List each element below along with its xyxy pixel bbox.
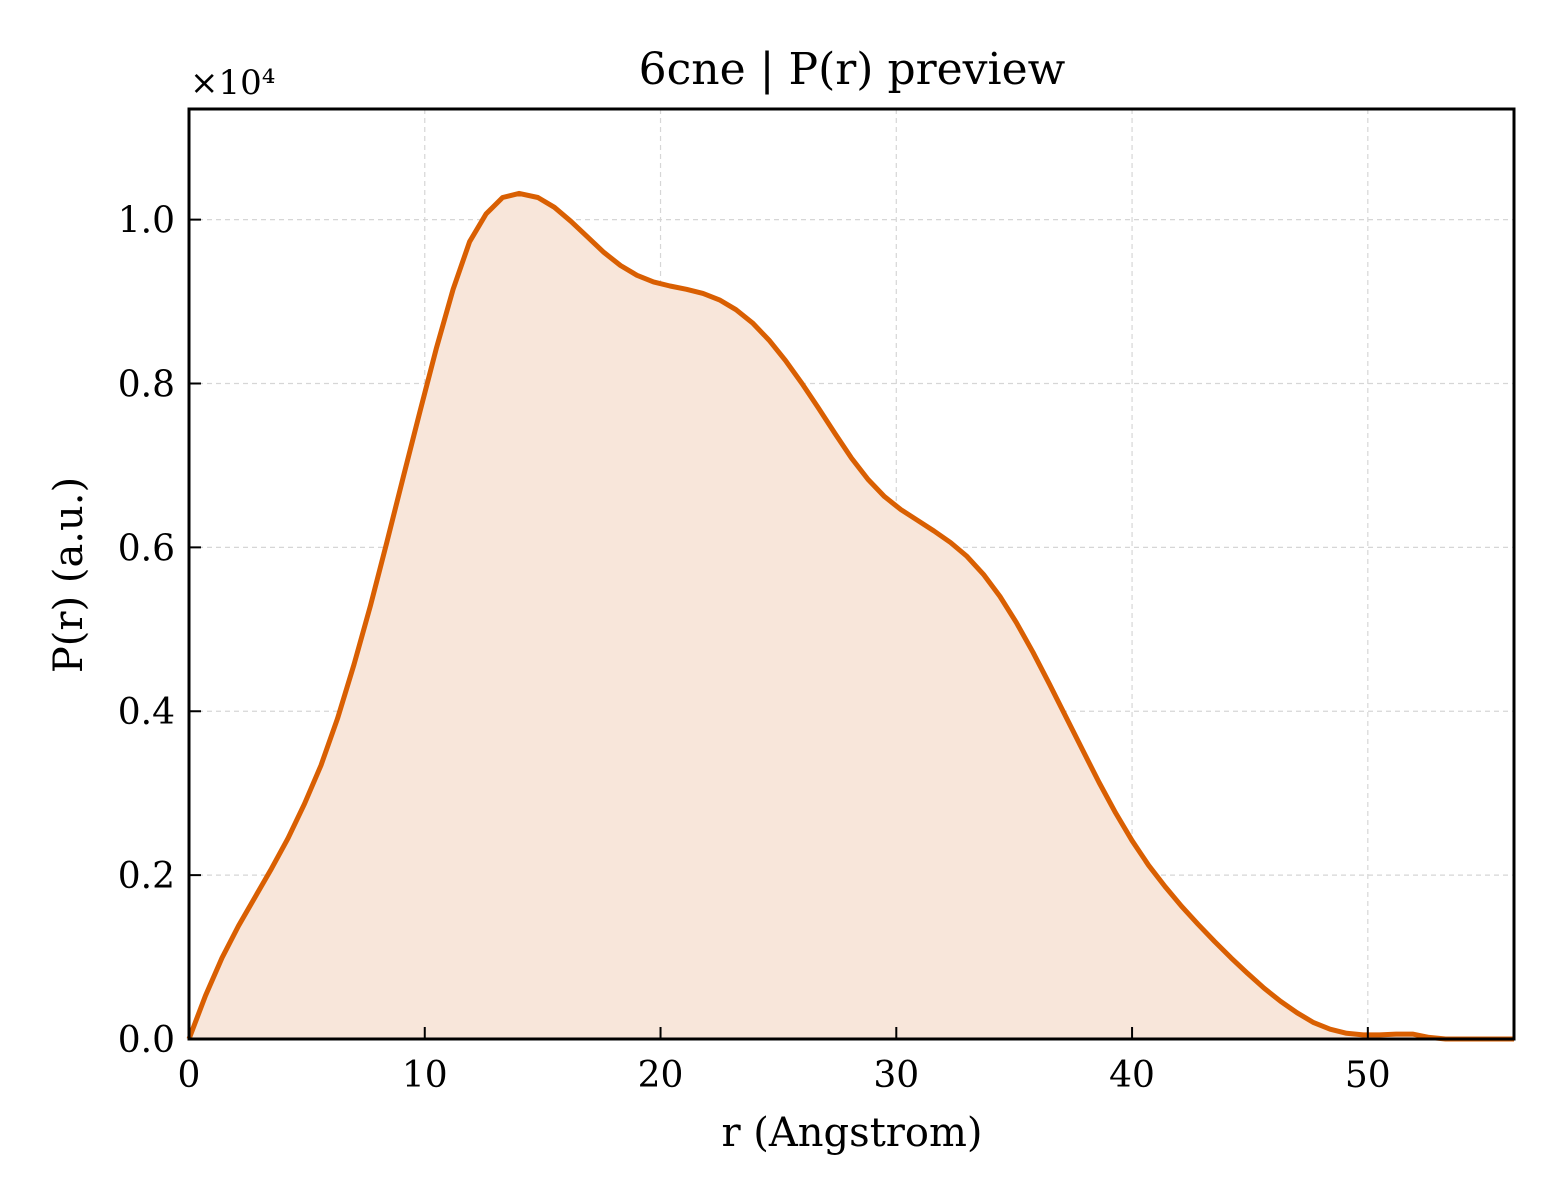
y-tick-label-2: 0.4 — [118, 692, 175, 733]
y-axis-ticks: 0.0 0.2 0.4 0.6 0.8 1.0 — [118, 201, 201, 1061]
chart-title: 6cne | P(r) preview — [639, 44, 1066, 95]
area-fill — [189, 193, 1514, 1039]
series-line — [186, 190, 1514, 1042]
x-tick-label-2: 20 — [638, 1055, 684, 1096]
y-tick-label-1: 0.2 — [118, 856, 175, 897]
plot-frame — [187, 107, 1516, 1041]
x-tick-label-4: 40 — [1109, 1055, 1155, 1096]
y-tick-label-4: 0.8 — [118, 364, 175, 405]
x-tick-label-1: 10 — [402, 1055, 448, 1096]
y-tick-label-5: 1.0 — [118, 201, 175, 242]
x-tick-label-0: 0 — [178, 1055, 201, 1096]
y-axis-label: P(r) (a.u.) — [46, 477, 92, 673]
x-axis-label: r (Angstrom) — [721, 1110, 982, 1156]
x-tick-label-5: 50 — [1345, 1055, 1391, 1096]
y-scale-factor: ×10⁴ — [190, 63, 275, 103]
x-tick-label-3: 30 — [873, 1055, 919, 1096]
y-tick-label-0: 0.0 — [118, 1020, 175, 1061]
y-tick-label-3: 0.6 — [118, 528, 175, 569]
x-axis-ticks: 0 10 20 30 40 50 — [178, 1027, 1391, 1096]
